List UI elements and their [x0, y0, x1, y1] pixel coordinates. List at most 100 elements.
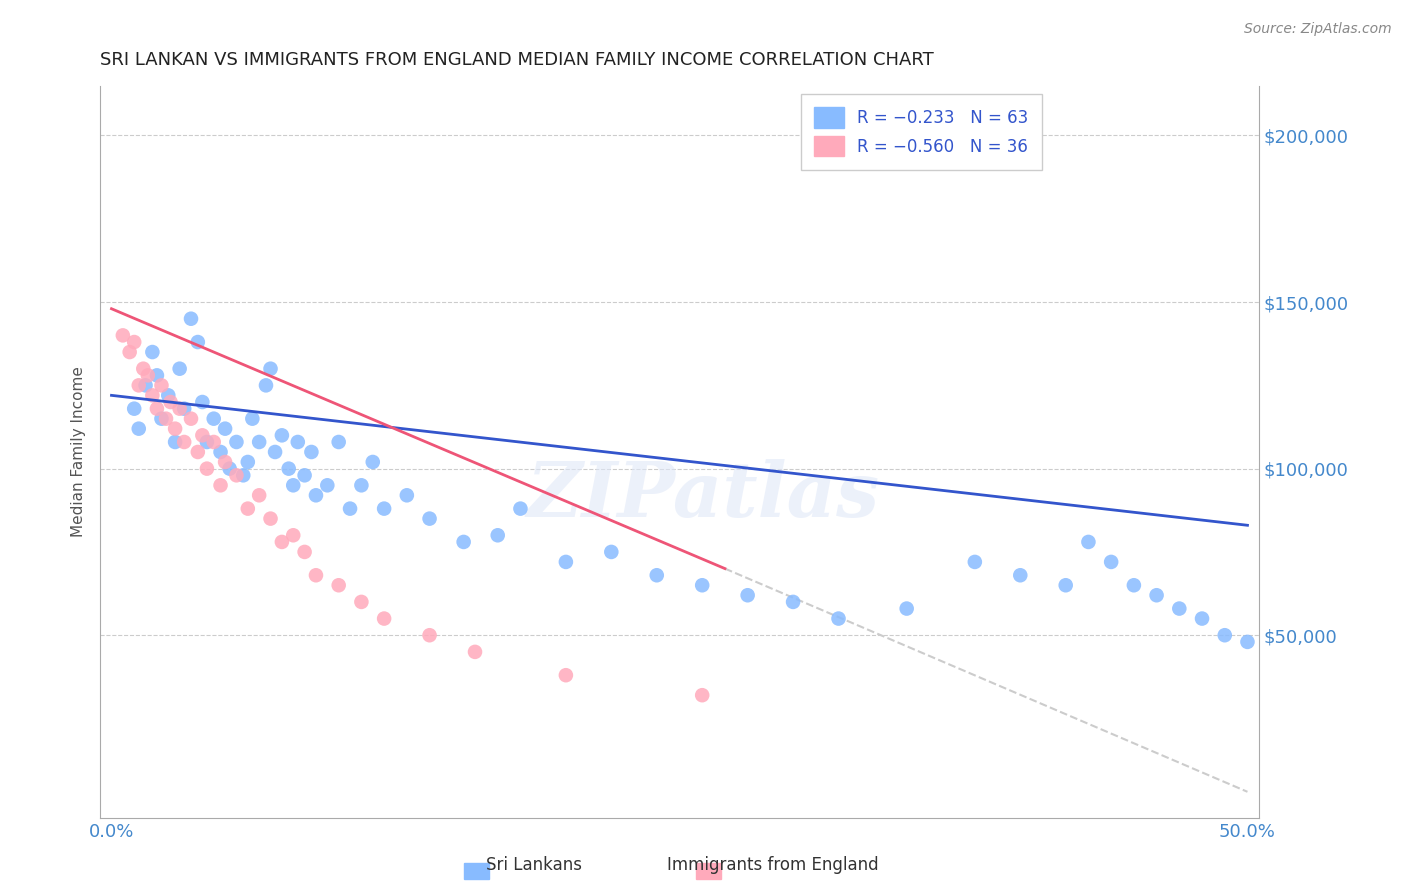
- Point: [419, 628, 441, 642]
- Point: [1146, 588, 1168, 602]
- Point: [202, 411, 225, 425]
- Text: Immigrants from England: Immigrants from England: [668, 856, 879, 874]
- Point: [135, 378, 157, 392]
- Point: [122, 401, 145, 416]
- Point: [299, 445, 322, 459]
- Point: [128, 378, 150, 392]
- Point: [132, 361, 155, 376]
- Text: Sri Lankans: Sri Lankans: [486, 856, 582, 874]
- Point: [453, 535, 475, 549]
- Point: [270, 428, 292, 442]
- Point: [173, 435, 195, 450]
- Point: [373, 501, 395, 516]
- Point: [146, 368, 169, 383]
- Point: [165, 422, 187, 436]
- Point: [1236, 635, 1258, 649]
- Point: [146, 401, 169, 416]
- Point: [350, 478, 373, 492]
- Point: [150, 378, 173, 392]
- Point: [259, 511, 281, 525]
- Point: [645, 568, 668, 582]
- Point: [247, 488, 270, 502]
- Point: [600, 545, 623, 559]
- Point: [316, 478, 339, 492]
- Point: [240, 411, 263, 425]
- Point: [195, 435, 218, 450]
- Point: [1077, 535, 1099, 549]
- Point: [128, 422, 150, 436]
- Point: [305, 568, 328, 582]
- Point: [159, 395, 181, 409]
- Point: [187, 334, 209, 349]
- Point: [259, 361, 281, 376]
- Point: [554, 555, 576, 569]
- Point: [690, 578, 713, 592]
- Point: [173, 401, 195, 416]
- Point: [328, 435, 350, 450]
- Point: [690, 688, 713, 702]
- Point: [373, 611, 395, 625]
- Point: [169, 401, 191, 416]
- Point: [350, 595, 373, 609]
- Point: [209, 445, 232, 459]
- Point: [191, 395, 214, 409]
- Point: [1099, 555, 1122, 569]
- Text: SRI LANKAN VS IMMIGRANTS FROM ENGLAND MEDIAN FAMILY INCOME CORRELATION CHART: SRI LANKAN VS IMMIGRANTS FROM ENGLAND ME…: [100, 51, 934, 69]
- Point: [1168, 601, 1191, 615]
- Point: [294, 468, 316, 483]
- Text: Source: ZipAtlas.com: Source: ZipAtlas.com: [1244, 22, 1392, 37]
- Point: [270, 535, 292, 549]
- Point: [264, 445, 287, 459]
- Point: [236, 501, 259, 516]
- Point: [339, 501, 361, 516]
- Legend: R = −0.233   N = 63, R = −0.560   N = 36: R = −0.233 N = 63, R = −0.560 N = 36: [800, 94, 1042, 169]
- Point: [180, 411, 202, 425]
- Point: [218, 461, 240, 475]
- Point: [1191, 611, 1213, 625]
- Point: [118, 345, 141, 359]
- Point: [283, 528, 305, 542]
- Point: [155, 411, 177, 425]
- Point: [1122, 578, 1144, 592]
- Point: [214, 422, 236, 436]
- Point: [191, 428, 214, 442]
- Y-axis label: Median Family Income: Median Family Income: [72, 367, 86, 537]
- Point: [214, 455, 236, 469]
- Point: [225, 468, 247, 483]
- Point: [165, 435, 187, 450]
- Point: [1213, 628, 1236, 642]
- Point: [361, 455, 384, 469]
- Point: [209, 478, 232, 492]
- Point: [963, 555, 986, 569]
- Point: [554, 668, 576, 682]
- Point: [827, 611, 849, 625]
- Point: [509, 501, 531, 516]
- Point: [254, 378, 277, 392]
- Point: [486, 528, 509, 542]
- Point: [150, 411, 173, 425]
- Point: [157, 388, 180, 402]
- Point: [1010, 568, 1032, 582]
- Point: [328, 578, 350, 592]
- Point: [232, 468, 254, 483]
- Point: [122, 334, 145, 349]
- Point: [195, 461, 218, 475]
- Point: [236, 455, 259, 469]
- Text: ZIPatlas: ZIPatlas: [526, 459, 879, 533]
- Point: [111, 328, 134, 343]
- Point: [202, 435, 225, 450]
- Point: [305, 488, 328, 502]
- Point: [247, 435, 270, 450]
- Point: [283, 478, 305, 492]
- Point: [1054, 578, 1077, 592]
- Point: [419, 511, 441, 525]
- Point: [294, 545, 316, 559]
- Point: [896, 601, 918, 615]
- Point: [277, 461, 299, 475]
- Point: [141, 388, 163, 402]
- Point: [180, 311, 202, 326]
- Point: [141, 345, 163, 359]
- Point: [782, 595, 804, 609]
- Point: [464, 645, 486, 659]
- Point: [225, 435, 247, 450]
